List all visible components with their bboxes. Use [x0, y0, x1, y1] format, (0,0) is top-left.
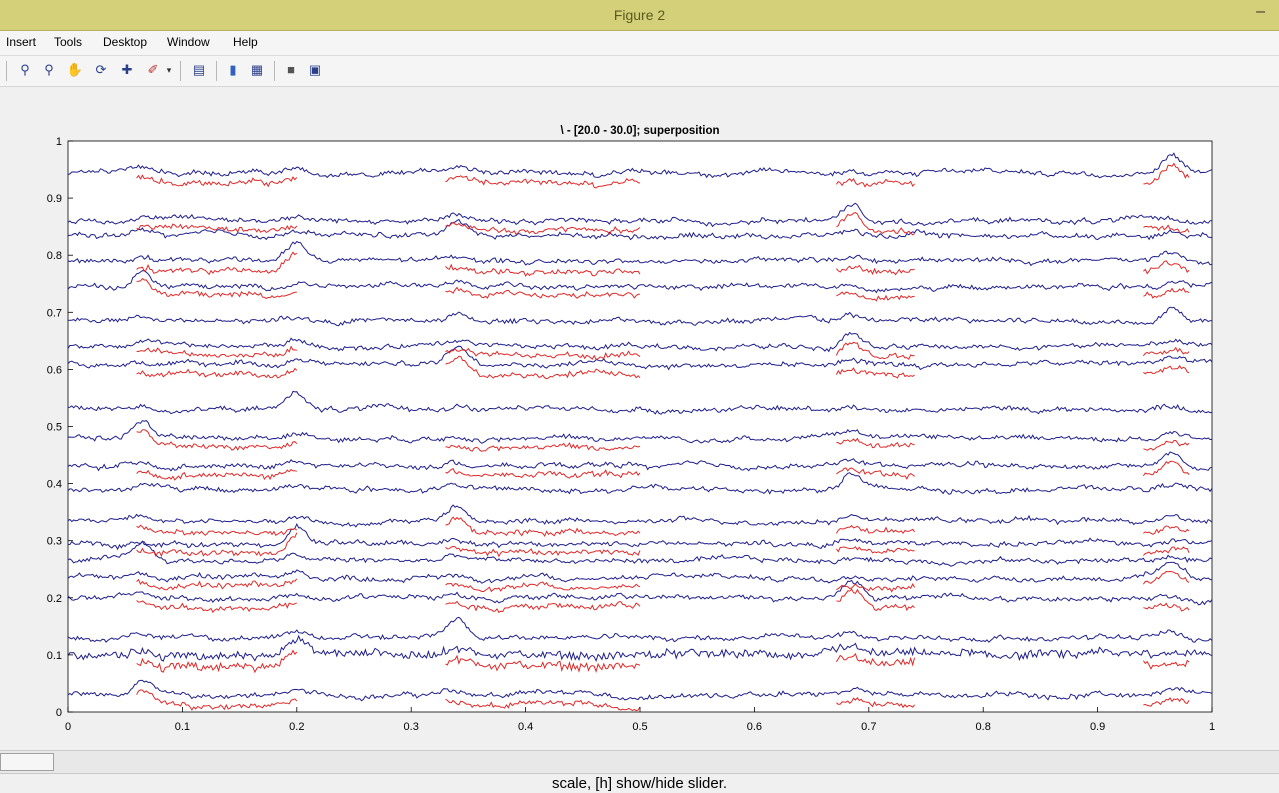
toolbar-separator	[216, 61, 217, 81]
red-trace	[136, 355, 1190, 380]
toolbar: ⚲ ⚲ ✋ ⟳ ✚ ✐ ▾ ▤ ▮ ▦ ■ ▣	[0, 56, 1279, 87]
red-trace	[136, 429, 1190, 452]
y-tick-label: 0.9	[47, 193, 62, 205]
y-tick-label: 0.1	[47, 650, 62, 662]
x-tick-label: 1	[1209, 721, 1215, 733]
x-tick-label: 0.3	[404, 721, 419, 733]
trace-group	[67, 152, 1213, 712]
toolbar-separator	[180, 61, 181, 81]
blue-trace	[67, 522, 1213, 551]
y-tick-label: 0.8	[47, 250, 62, 262]
red-trace	[136, 516, 1190, 538]
x-tick-label: 0.6	[747, 721, 762, 733]
show-plot-tools-icon[interactable]: ▣	[308, 62, 322, 77]
blue-trace	[67, 345, 1213, 371]
blue-trace	[67, 634, 1213, 663]
red-trace	[136, 162, 1190, 189]
y-tick-label: 0.6	[47, 364, 62, 376]
brush-icon[interactable]: ✐	[147, 62, 159, 77]
status-text: scale, [h] show/hide slider.	[551, 775, 728, 792]
red-trace	[136, 649, 1190, 674]
red-trace	[136, 341, 1190, 361]
pan-hand-icon[interactable]: ✋	[66, 62, 84, 77]
blue-trace	[67, 202, 1213, 228]
blue-trace	[67, 504, 1213, 528]
brush-dropdown-icon[interactable]: ▾	[166, 65, 172, 75]
y-tick-label: 0	[56, 707, 62, 719]
x-tick-label: 0.8	[976, 721, 991, 733]
figure-area: \ - [20.0 - 30.0]; superposition 0 0.1 0.2…	[0, 87, 1279, 750]
eeg-chart: \ - [20.0 - 30.0]; superposition 0 0.1 0.2…	[47, 125, 1215, 733]
blue-trace	[67, 240, 1213, 267]
colorbar-icon[interactable]: ▮	[229, 62, 237, 77]
menu-window[interactable]: Window	[167, 35, 210, 49]
blue-trace	[67, 561, 1213, 584]
x-tick-label: 0.1	[175, 721, 190, 733]
y-axis: 0 0.1 0.2 0.3 0.4 0.5 0.6 0.7 0.8 0.9 1	[47, 136, 73, 719]
x-tick-label: 0.5	[632, 721, 647, 733]
blue-trace	[67, 390, 1213, 415]
plot-area	[67, 140, 1213, 713]
blue-trace	[67, 451, 1213, 472]
blue-trace	[67, 540, 1213, 567]
y-tick-label: 1	[56, 136, 62, 148]
red-trace	[136, 277, 1190, 302]
menu-insert[interactable]: Insert	[6, 35, 37, 49]
menu-bar: Insert Tools Desktop Window Help	[0, 31, 1279, 56]
blue-trace	[67, 270, 1213, 294]
red-trace	[136, 532, 1190, 558]
minimize-button[interactable]: –	[1256, 3, 1265, 20]
red-trace	[136, 212, 1190, 236]
red-trace	[136, 689, 1190, 712]
window-titlebar: Figure 2 –	[0, 0, 1279, 31]
chart-title: \ - [20.0 - 30.0]; superposition	[560, 125, 719, 137]
link-plot-icon[interactable]: ▤	[192, 62, 206, 77]
menu-tools[interactable]: Tools	[54, 35, 83, 49]
x-tick-label: 0.4	[518, 721, 533, 733]
data-cursor-icon[interactable]: ✚	[121, 62, 133, 77]
red-trace	[136, 251, 1190, 278]
y-tick-label: 0.4	[47, 479, 62, 491]
blue-trace	[67, 306, 1213, 327]
rotate-3d-icon[interactable]: ⟳	[95, 62, 107, 77]
blue-trace	[67, 679, 1213, 702]
slider-thumb[interactable]	[0, 753, 54, 771]
x-tick-label: 0	[65, 721, 71, 733]
blue-trace	[67, 472, 1213, 495]
blue-trace	[67, 616, 1213, 643]
blue-trace	[67, 331, 1213, 353]
red-trace	[136, 460, 1190, 481]
zoom-out-icon[interactable]: ⚲	[44, 62, 54, 77]
menu-help[interactable]: Help	[233, 35, 258, 49]
blue-trace	[67, 420, 1213, 444]
x-axis: 0 0.1 0.2 0.3 0.4 0.5 0.6 0.7 0.8 0.9 1	[65, 707, 1215, 733]
legend-icon[interactable]: ▦	[250, 62, 264, 77]
x-tick-label: 0.2	[289, 721, 304, 733]
hide-plot-tools-icon[interactable]: ■	[287, 62, 295, 77]
y-tick-label: 0.2	[47, 593, 62, 605]
zoom-in-icon[interactable]: ⚲	[20, 62, 30, 77]
window-title: Figure 2	[613, 7, 666, 23]
toolbar-separator	[274, 61, 275, 81]
red-trace	[136, 588, 1190, 614]
x-tick-label: 0.7	[861, 721, 876, 733]
y-tick-label: 0.3	[47, 536, 62, 548]
red-trace	[136, 570, 1190, 593]
y-tick-label: 0.5	[47, 422, 62, 434]
blue-trace	[67, 218, 1213, 241]
toolbar-separator	[6, 61, 7, 81]
y-tick-label: 0.7	[47, 307, 62, 319]
x-tick-label: 0.9	[1090, 721, 1105, 733]
time-slider[interactable]	[0, 750, 1279, 774]
menu-desktop[interactable]: Desktop	[103, 35, 148, 49]
blue-trace	[67, 579, 1213, 606]
blue-trace	[67, 152, 1213, 179]
